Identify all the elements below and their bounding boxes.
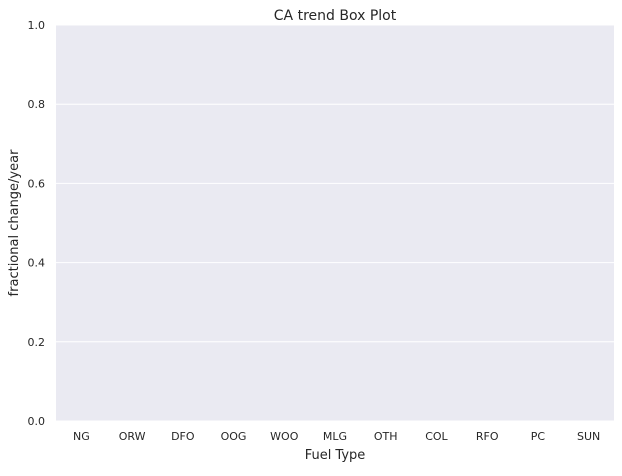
x-tick-labels: NG ORW DFO OOG WOO MLG OTH COL RFO PC SUN [73, 430, 600, 443]
y-tick-label: 0.8 [28, 98, 46, 111]
y-tick-label: 0.4 [28, 257, 46, 270]
plot-area [56, 25, 614, 421]
x-tick-label: OOG [221, 430, 247, 443]
y-gridlines [56, 24, 614, 422]
y-tick-label: 0.0 [28, 415, 46, 428]
x-axis-label: Fuel Type [305, 448, 366, 463]
y-tick-label: 0.6 [28, 177, 46, 190]
y-tick-labels: 0.0 0.2 0.4 0.6 0.8 1.0 [28, 19, 46, 428]
x-tick-label: ORW [119, 430, 146, 443]
x-tick-label: SUN [577, 430, 600, 443]
x-tick-label: RFO [476, 430, 499, 443]
y-axis-label: fractional change/year [7, 149, 22, 297]
x-tick-label: NG [73, 430, 90, 443]
y-tick-label: 1.0 [28, 19, 46, 32]
x-tick-label: MLG [323, 430, 347, 443]
x-tick-label: COL [425, 430, 448, 443]
chart-title: CA trend Box Plot [274, 8, 397, 24]
x-tick-label: DFO [171, 430, 195, 443]
x-tick-label: OTH [374, 430, 398, 443]
x-tick-label: WOO [270, 430, 299, 443]
x-tick-label: PC [531, 430, 546, 443]
y-tick-label: 0.2 [28, 336, 46, 349]
